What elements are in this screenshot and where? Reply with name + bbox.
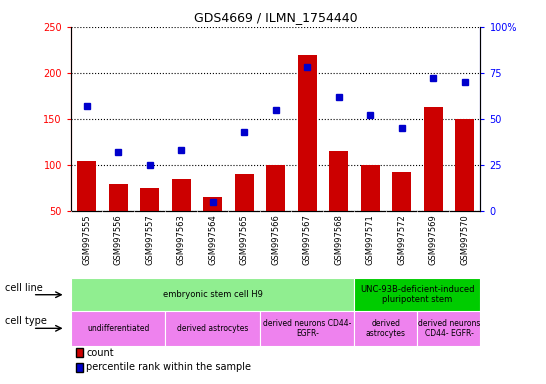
Bar	[354, 311, 418, 346]
Bar	[71, 311, 165, 346]
Text: GSM997572: GSM997572	[397, 215, 406, 265]
Bar	[140, 188, 159, 211]
Bar	[109, 184, 128, 211]
Bar	[172, 179, 191, 211]
Text: GSM997556: GSM997556	[114, 215, 123, 265]
Text: GSM997563: GSM997563	[177, 215, 186, 265]
Text: cell line: cell line	[5, 283, 43, 293]
Bar	[392, 172, 411, 211]
Text: GSM997557: GSM997557	[145, 215, 154, 265]
Text: undifferentiated: undifferentiated	[87, 324, 150, 333]
Text: embryonic stem cell H9: embryonic stem cell H9	[163, 290, 263, 299]
Text: derived neurons CD44-
EGFR-: derived neurons CD44- EGFR-	[263, 319, 352, 338]
Text: GSM997570: GSM997570	[460, 215, 469, 265]
Text: cell type: cell type	[5, 316, 48, 326]
Text: UNC-93B-deficient-induced
pluripotent stem: UNC-93B-deficient-induced pluripotent st…	[360, 285, 474, 305]
Text: GSM997567: GSM997567	[302, 215, 312, 265]
Text: GSM997569: GSM997569	[429, 215, 438, 265]
Text: derived astrocytes: derived astrocytes	[177, 324, 248, 333]
Bar	[71, 278, 354, 311]
Text: percentile rank within the sample: percentile rank within the sample	[86, 362, 251, 372]
Bar	[203, 197, 222, 211]
Text: GSM997566: GSM997566	[271, 215, 280, 265]
Text: GSM997571: GSM997571	[366, 215, 375, 265]
Bar	[235, 174, 254, 211]
Bar	[455, 119, 474, 211]
Text: derived neurons
CD44- EGFR-: derived neurons CD44- EGFR-	[418, 319, 480, 338]
Text: GSM997564: GSM997564	[208, 215, 217, 265]
Bar	[165, 311, 260, 346]
Bar	[266, 165, 285, 211]
Text: GSM997555: GSM997555	[82, 215, 91, 265]
Bar	[78, 161, 96, 211]
Text: GSM997565: GSM997565	[240, 215, 249, 265]
Text: GSM997568: GSM997568	[334, 215, 343, 265]
Text: count: count	[86, 348, 114, 358]
Bar	[361, 165, 379, 211]
Bar	[424, 107, 443, 211]
Bar	[260, 311, 354, 346]
Bar	[298, 55, 317, 211]
Bar	[354, 278, 480, 311]
Bar	[329, 151, 348, 211]
Title: GDS4669 / ILMN_1754440: GDS4669 / ILMN_1754440	[194, 11, 358, 24]
Text: derived
astrocytes: derived astrocytes	[366, 319, 406, 338]
Bar	[418, 311, 480, 346]
